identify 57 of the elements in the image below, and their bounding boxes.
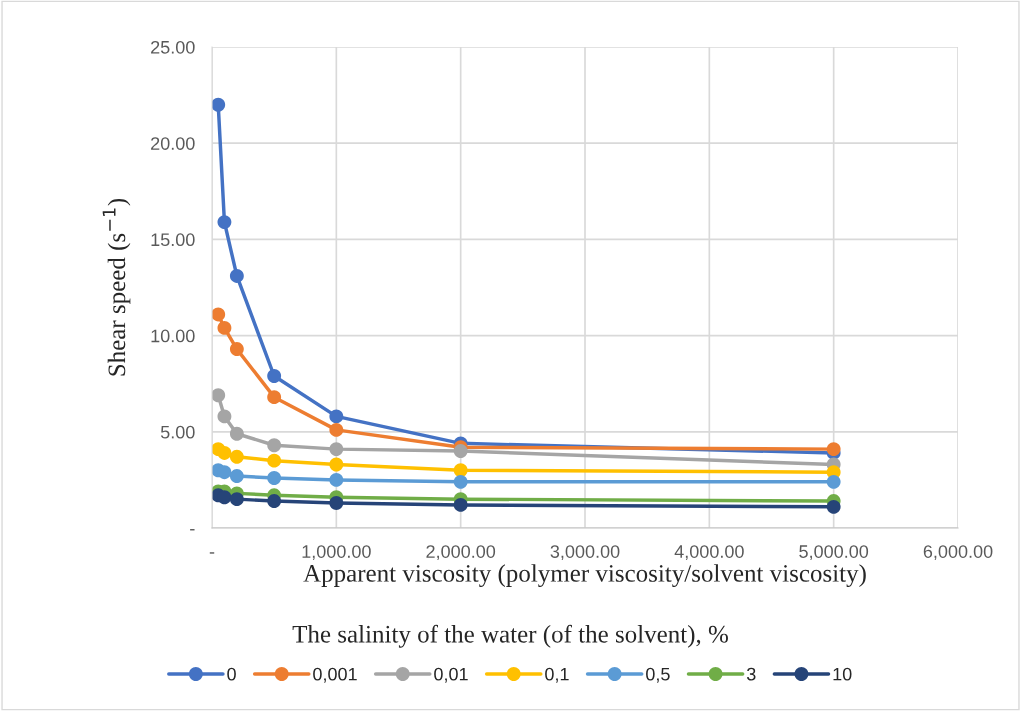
point xyxy=(229,469,244,483)
legend-label: 0 xyxy=(227,667,236,681)
point xyxy=(826,499,841,514)
point xyxy=(267,471,282,485)
point xyxy=(217,215,232,230)
point xyxy=(267,438,282,453)
y-tick-label: 15.00 xyxy=(151,233,195,247)
y-tick-label: 10.00 xyxy=(151,329,195,343)
x-tick-label: 5,000.00 xyxy=(799,545,869,561)
point xyxy=(217,320,232,335)
y-tick-label: 20.00 xyxy=(151,137,195,150)
point xyxy=(267,369,282,383)
point xyxy=(217,409,232,424)
x-tick-label: 3,000.00 xyxy=(550,545,620,561)
point xyxy=(212,97,226,112)
x-tick-label: 2,000.00 xyxy=(426,545,496,561)
legend-label: 0,1 xyxy=(545,667,569,683)
point xyxy=(229,492,244,507)
legend-label: 0,01 xyxy=(434,667,468,683)
point xyxy=(329,422,344,437)
legend-title: The salinity of the water (of the solvent), % xyxy=(292,624,728,648)
point xyxy=(329,496,344,510)
y-tick-label: 25.00 xyxy=(151,40,195,54)
y-tick-label: - xyxy=(190,529,195,531)
point xyxy=(217,465,232,480)
legend-label: 0,5 xyxy=(646,667,670,683)
point xyxy=(329,442,344,457)
y-axis-title: Shear speed (s$^{−1}$) xyxy=(102,198,131,376)
point xyxy=(329,409,344,424)
point xyxy=(212,388,226,403)
point xyxy=(267,453,282,468)
point xyxy=(826,442,841,457)
point xyxy=(329,472,344,487)
point xyxy=(267,390,282,405)
x-tick-label: 4,000.00 xyxy=(674,545,744,561)
legend-label: 10 xyxy=(833,667,852,681)
legend-label: 3 xyxy=(746,667,756,681)
point xyxy=(212,307,226,322)
legend-label: 0,001 xyxy=(313,667,357,683)
x-tick-label: - xyxy=(209,552,215,554)
x-tick-label: 1,000.00 xyxy=(302,545,371,561)
point xyxy=(217,446,232,460)
point xyxy=(229,449,244,464)
point xyxy=(217,490,232,505)
point xyxy=(267,494,282,509)
point xyxy=(453,497,468,512)
x-axis-title: Apparent viscosity (polymer viscosity/solvent viscosity) xyxy=(303,564,866,588)
x-tick-label: 6,000.00 xyxy=(923,545,993,561)
point xyxy=(229,269,244,283)
point xyxy=(453,444,468,458)
point xyxy=(826,474,841,489)
point xyxy=(453,474,468,489)
point xyxy=(229,426,244,441)
point xyxy=(229,342,244,357)
point xyxy=(329,457,344,472)
point xyxy=(453,463,468,478)
y-tick-label: 5.00 xyxy=(160,425,195,439)
